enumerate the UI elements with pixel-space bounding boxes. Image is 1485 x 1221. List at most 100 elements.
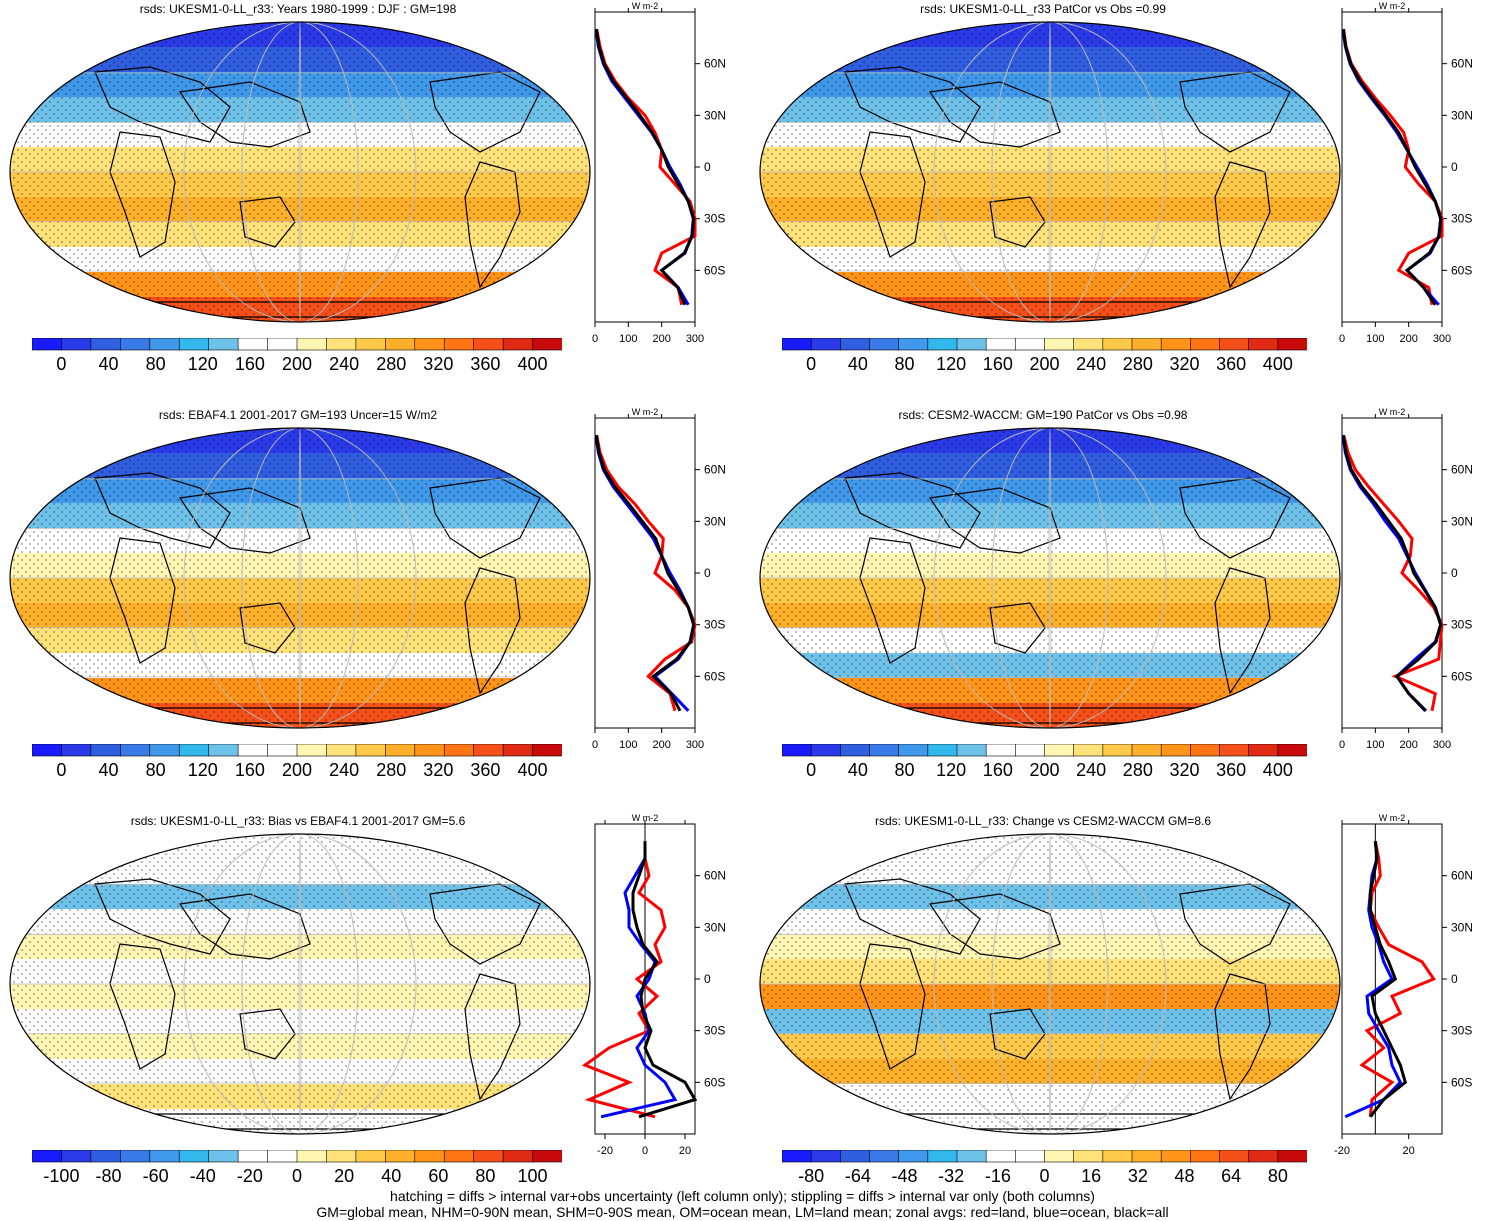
- profile-ytick-label: 30S: [1451, 212, 1472, 226]
- map-border: [9, 427, 591, 729]
- panel-title: rsds: EBAF4.1 2001-2017 GM=193 Uncer=15 …: [158, 408, 438, 422]
- coastline: [989, 602, 1046, 654]
- coastline: [429, 883, 541, 965]
- colorbar-tick-label: 0: [56, 354, 67, 374]
- colorbar-swatch: [927, 1150, 958, 1163]
- map-border: [9, 833, 591, 1135]
- profile-unit-label: W m-2: [1379, 1, 1406, 11]
- profile-xtick-label: 300: [1433, 333, 1451, 345]
- colorbar-tick-label: 0: [1039, 1166, 1050, 1186]
- colorbar-swatch: [956, 338, 987, 351]
- colorbar-tick-label: -100: [43, 1166, 80, 1186]
- coastline: [464, 161, 521, 289]
- colorbar-swatch: [32, 1150, 63, 1163]
- profile-line-land: [581, 841, 667, 1119]
- profile-xtick-label: 200: [652, 739, 670, 751]
- colorbar-swatch: [1073, 1150, 1104, 1163]
- colorbar-swatch: [32, 744, 63, 757]
- colorbar-tick-label: 240: [1076, 354, 1107, 374]
- colorbar-swatch: [1102, 338, 1133, 351]
- colorbar-swatch: [1131, 744, 1162, 757]
- coastline: [989, 1008, 1046, 1060]
- colorbar-swatch: [473, 1150, 504, 1163]
- colorbar-tick-label: 240: [329, 760, 360, 780]
- profile-frame: [1341, 11, 1443, 323]
- colorbar-swatch: [1219, 1150, 1250, 1163]
- colorbar-tick-label: 120: [187, 354, 218, 374]
- colorbar-swatch: [120, 744, 151, 757]
- zonal-profile: W m-2 60N 30N 0 30S 60S 0 100 200 300: [592, 407, 725, 751]
- profile-ytick-label: 30N: [704, 920, 725, 934]
- coastline: [844, 472, 981, 549]
- colorbar-swatch: [355, 744, 387, 757]
- coastline: [859, 943, 926, 1070]
- colorbar-tick-label: 80: [145, 760, 166, 780]
- profile-ytick-label: 60S: [1451, 263, 1472, 277]
- profile-xtick-label: 100: [619, 739, 637, 751]
- colorbar-tick-label: 40: [847, 760, 868, 780]
- profile-unit-label: W m-2: [632, 813, 659, 823]
- colorbar-swatch: [985, 744, 1017, 757]
- colorbar-swatch: [32, 338, 63, 351]
- profile-xtick-label: 200: [1399, 333, 1417, 345]
- colorbar: [32, 338, 562, 351]
- colorbar-tick-label: -80: [798, 1166, 825, 1186]
- colorbar-swatch: [532, 744, 562, 757]
- profile-line-ocean: [1341, 435, 1443, 712]
- colorbar-tick-label: 16: [1081, 1166, 1102, 1186]
- colorbar-tick-label: -80: [95, 1166, 122, 1186]
- coastline: [1214, 567, 1271, 695]
- profile-ytick-label: 60S: [1451, 669, 1472, 683]
- colorbar-swatch: [810, 338, 842, 351]
- profile-ytick-label: 30N: [1451, 920, 1472, 934]
- colorbar-tick-label: 40: [381, 1166, 402, 1186]
- profile-ytick-label: 30S: [704, 212, 725, 226]
- profile-line-land: [1342, 434, 1444, 712]
- colorbar-swatch: [443, 744, 475, 757]
- profile-ytick-label: 60N: [1451, 57, 1472, 71]
- profile-ytick-label: 30S: [704, 618, 725, 632]
- colorbar-swatch: [473, 744, 504, 757]
- colorbar-ticks: 0 40 80 120 160 200 240 280 320 360 400: [750, 760, 1485, 784]
- profile-xtick-label: 0: [1339, 333, 1345, 345]
- colorbar-swatch: [296, 338, 328, 351]
- colorbar-swatch: [1277, 338, 1307, 351]
- colorbar-swatch: [178, 744, 210, 757]
- colorbar-tick-label: 400: [1262, 354, 1293, 374]
- colorbar-swatch: [1044, 744, 1075, 757]
- colorbar-tick-label: 120: [936, 354, 967, 374]
- colorbar-swatch: [61, 1150, 92, 1163]
- colorbar-tick-label: 80: [894, 354, 915, 374]
- colorbar-tick-label: 40: [847, 354, 868, 374]
- profile-xtick-label: 300: [1433, 739, 1451, 751]
- colorbar-ticks: 0 40 80 120 160 200 240 280 320 360 400: [0, 760, 742, 784]
- colorbar-swatch: [985, 338, 1017, 351]
- profile-xtick-label: 0: [592, 739, 598, 751]
- colorbar-swatch: [502, 338, 534, 351]
- colorbar-swatch: [61, 338, 92, 351]
- profile-ytick-label: 0: [1451, 160, 1458, 174]
- colorbar-tick-label: 160: [982, 354, 1013, 374]
- colorbar: [782, 744, 1307, 757]
- colorbar-swatch: [1073, 744, 1104, 757]
- profile-ytick-label: 0: [704, 566, 711, 580]
- colorbar-tick-label: -16: [984, 1166, 1011, 1186]
- profile-xtick-label: 0: [1339, 739, 1345, 751]
- profile-line-all: [1341, 28, 1443, 306]
- profile-ytick-label: 60S: [1451, 1075, 1472, 1089]
- profile-xtick-label: 300: [686, 333, 704, 345]
- colorbar-tick-label: 280: [1122, 760, 1153, 780]
- colorbar-tick-label: 160: [234, 354, 265, 374]
- colorbar-swatch: [927, 744, 958, 757]
- colorbar-tick-label: 20: [334, 1166, 355, 1186]
- colorbar-tick-label: 0: [806, 354, 817, 374]
- coastline: [109, 537, 176, 664]
- profile-frame: [594, 11, 696, 323]
- profile-unit-label: W m-2: [632, 407, 659, 417]
- colorbar-swatch: [237, 1150, 269, 1163]
- colorbar-swatch: [326, 744, 357, 757]
- colorbar-swatch: [414, 744, 446, 757]
- colorbar-swatch: [208, 338, 239, 351]
- colorbar-swatch: [385, 744, 416, 757]
- colorbar-swatch: [296, 744, 328, 757]
